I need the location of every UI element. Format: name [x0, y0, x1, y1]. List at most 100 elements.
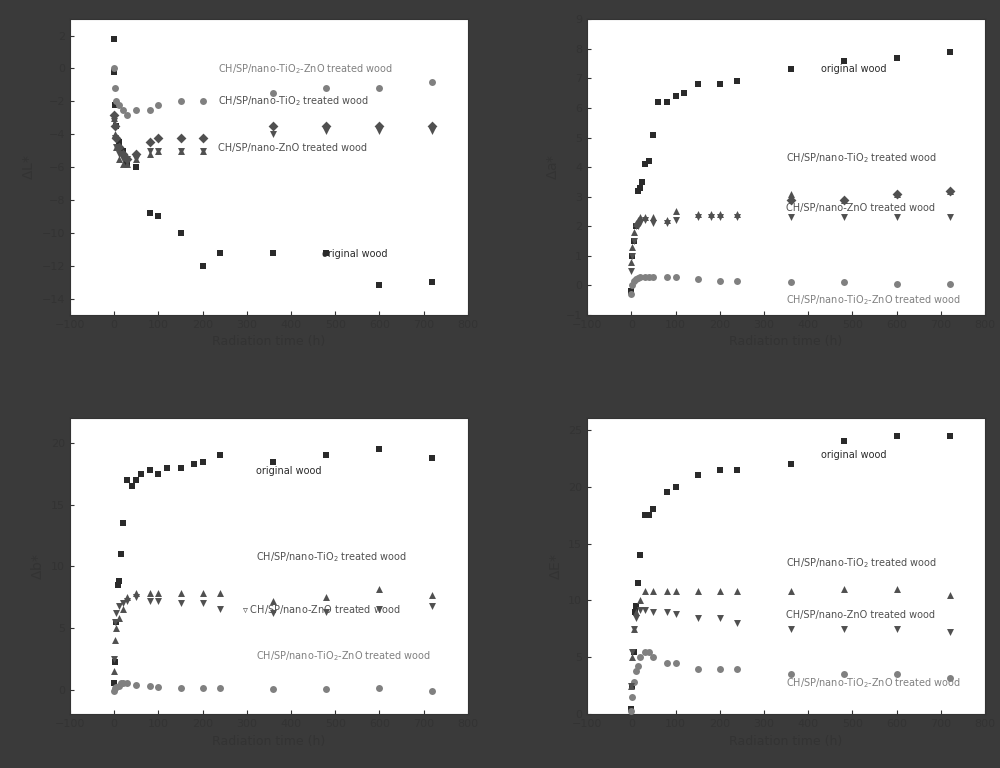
Point: [889, 187, 905, 200]
Point: [142, 144, 158, 157]
Point: [107, 98, 123, 111]
Point: [106, 62, 122, 74]
Point: [645, 217, 661, 230]
Point: [712, 663, 728, 675]
Point: [641, 270, 657, 283]
Point: [641, 155, 657, 167]
Point: [889, 278, 905, 290]
Point: [107, 616, 123, 628]
Point: [637, 270, 653, 283]
Point: [195, 260, 211, 272]
Point: [265, 247, 281, 259]
Text: CH/SP/nano-ZnO treated wood: CH/SP/nano-ZnO treated wood: [786, 204, 935, 214]
Point: [119, 157, 135, 170]
Text: CH/SP/nano-TiO$_2$ treated wood: CH/SP/nano-TiO$_2$ treated wood: [218, 94, 369, 108]
Point: [942, 429, 958, 442]
Point: [119, 108, 135, 121]
Point: [624, 680, 640, 692]
Point: [111, 612, 127, 624]
Point: [371, 604, 387, 616]
Point: [676, 87, 692, 99]
Point: [115, 144, 131, 157]
Point: [729, 208, 745, 220]
Point: [115, 598, 131, 610]
Point: [107, 128, 123, 141]
Point: [108, 95, 124, 108]
Point: [195, 455, 211, 468]
Point: [623, 264, 639, 276]
Point: [265, 128, 281, 141]
X-axis label: Radiation time (h): Radiation time (h): [729, 336, 843, 349]
Point: [627, 606, 643, 618]
Point: [212, 449, 228, 462]
Point: [632, 182, 648, 194]
Text: CH/SP/nano-TiO$_2$-ZnO treated wood: CH/SP/nano-TiO$_2$-ZnO treated wood: [218, 61, 393, 75]
Point: [108, 141, 124, 154]
Point: [659, 270, 675, 283]
Point: [783, 458, 799, 470]
Point: [889, 211, 905, 223]
Point: [128, 153, 144, 165]
Point: [645, 128, 661, 141]
Point: [111, 141, 127, 154]
Point: [106, 665, 122, 677]
Point: [630, 214, 646, 227]
Point: [641, 509, 657, 521]
Point: [628, 600, 644, 612]
Point: [142, 147, 158, 160]
X-axis label: Radiation time (h): Radiation time (h): [729, 735, 843, 748]
Point: [712, 208, 728, 220]
Point: [690, 273, 706, 286]
Point: [173, 131, 189, 144]
Point: [668, 657, 684, 669]
Point: [195, 588, 211, 600]
Point: [623, 705, 639, 717]
Point: [637, 158, 653, 170]
Point: [712, 211, 728, 223]
Point: [690, 469, 706, 482]
Point: [659, 96, 675, 108]
Point: [265, 607, 281, 619]
Point: [150, 594, 166, 607]
Point: [942, 184, 958, 197]
Point: [115, 677, 131, 690]
Text: original wood: original wood: [256, 466, 321, 476]
Point: [659, 585, 675, 598]
Point: [115, 104, 131, 116]
Point: [173, 95, 189, 108]
Point: [729, 211, 745, 223]
Point: [889, 583, 905, 595]
Point: [623, 288, 639, 300]
Point: [159, 462, 175, 474]
Point: [645, 211, 661, 223]
Point: [128, 161, 144, 174]
Point: [128, 153, 144, 165]
Text: CH/SP/nano-TiO$_2$-ZnO treated wood: CH/SP/nano-TiO$_2$-ZnO treated wood: [786, 676, 961, 690]
Point: [318, 120, 334, 132]
Point: [424, 120, 440, 132]
Point: [119, 153, 135, 165]
Point: [632, 211, 648, 223]
Point: [889, 187, 905, 200]
X-axis label: Radiation time (h): Radiation time (h): [212, 336, 326, 349]
Point: [150, 144, 166, 157]
Point: [783, 585, 799, 598]
Point: [624, 241, 640, 253]
Point: [836, 194, 852, 206]
Point: [645, 606, 661, 618]
Point: [712, 275, 728, 287]
Text: CH/SP/nano-TiO$_2$-ZnO treated wood: CH/SP/nano-TiO$_2$-ZnO treated wood: [256, 649, 431, 663]
Point: [668, 214, 684, 227]
Text: CH/SP/nano-TiO$_2$ treated wood: CH/SP/nano-TiO$_2$ treated wood: [786, 151, 937, 165]
Point: [623, 285, 639, 297]
Point: [690, 611, 706, 624]
Point: [942, 278, 958, 290]
Point: [113, 548, 129, 560]
Point: [628, 665, 644, 677]
Point: [632, 217, 648, 230]
Point: [371, 124, 387, 137]
Point: [107, 657, 123, 669]
Point: [106, 108, 122, 121]
Point: [119, 153, 135, 165]
Point: [624, 651, 640, 664]
